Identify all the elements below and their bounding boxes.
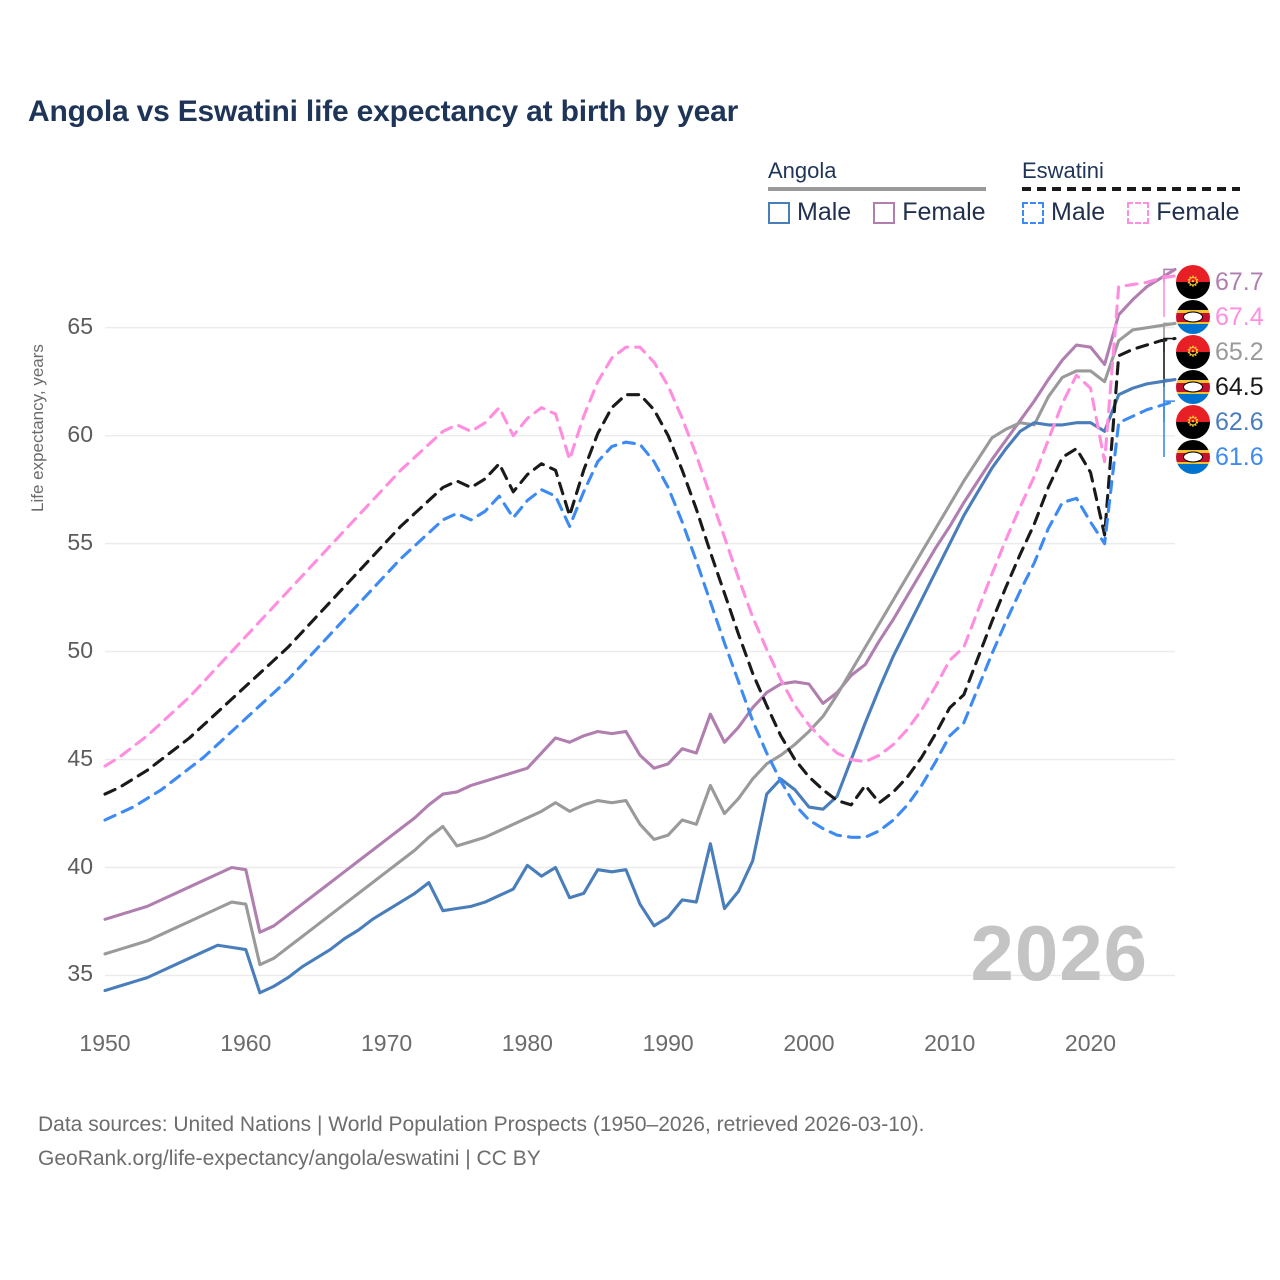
angola-flag-icon: ⚙ [1176,405,1210,439]
legend-swatch-icon [768,201,790,224]
x-axis-tick: 1970 [360,1030,413,1056]
eswatini-flag-icon [1176,370,1210,404]
end-label-value: 61.6 [1215,442,1264,471]
legend-rule-dashed [1022,187,1240,191]
x-axis-tick: 1950 [79,1030,131,1056]
y-axis-tick: 50 [67,636,93,663]
eswatini-flag-icon [1176,300,1210,334]
end-label-value: 67.7 [1215,267,1264,296]
legend-rule-solid [768,187,986,191]
legend-swatch-icon [873,201,896,224]
series-line [103,377,1177,995]
series-line [103,267,1177,934]
legend-group-title: Eswatini [1022,158,1104,183]
x-axis-tick: 2010 [924,1030,976,1056]
end-label-64-5: 64.5 [1176,370,1264,404]
end-label-67-7: ⚙ 67.7 [1176,265,1264,299]
x-axis-tick: 1990 [642,1030,694,1056]
legend-item-label: Female [902,198,986,226]
legend-group-eswatini: Eswatini Male Female [1022,158,1240,227]
legend-swatch-icon [1127,201,1150,224]
chart-legend: Angola Male Female Eswatini Male Female [0,158,1280,238]
end-label-value: 65.2 [1215,337,1264,366]
angola-flag-icon: ⚙ [1176,335,1210,369]
series-line [103,336,1177,807]
series-lines [103,267,1177,995]
legend-group-title: Angola [768,158,837,183]
footer: Data sources: United Nations | World Pop… [38,1108,924,1176]
series-line [103,274,1177,768]
end-label-61-6: 61.6 [1176,440,1264,474]
y-axis-tick: 45 [67,744,93,771]
legend-item-label: Male [1051,198,1106,226]
x-axis-tick: 1980 [501,1030,553,1056]
legend-item-eswatini-male[interactable]: Male [1022,198,1105,227]
x-axis-tick: 2000 [783,1030,835,1056]
y-axis-tick: 35 [67,960,93,987]
end-label-value: 62.6 [1215,407,1264,436]
label-connectors [1163,268,1175,457]
end-label-value: 64.5 [1215,372,1264,401]
label-connector [1163,337,1175,387]
footer-line-sources: Data sources: United Nations | World Pop… [38,1113,925,1136]
page-title: Angola vs Eswatini life expectancy at bi… [28,95,739,128]
label-connector [1163,275,1175,317]
y-axis-tick: 55 [67,528,93,555]
eswatini-flag-icon [1176,440,1210,474]
end-label-62-6: ⚙ 62.6 [1176,405,1264,439]
end-label-67-4: 67.4 [1176,300,1264,334]
legend-group-angola: Angola Male Female [768,158,986,227]
legend-item-eswatini-female[interactable]: Female [1127,198,1240,227]
legend-item-label: Male [797,198,852,226]
series-line [103,321,1177,967]
y-axis-tick: 40 [67,852,93,879]
watermark-year: 2026 [970,909,1148,997]
legend-item-angola-female[interactable]: Female [873,198,986,227]
y-axis-tick: 65 [67,312,93,339]
end-label-65-2: ⚙ 65.2 [1176,335,1264,369]
end-label-value: 67.4 [1215,302,1264,331]
legend-swatch-icon [1022,201,1044,224]
legend-item-angola-male[interactable]: Male [768,198,851,227]
x-axis-tick: 1960 [220,1030,272,1056]
label-connector [1163,400,1175,457]
footer-line-attribution: GeoRank.org/life-expectancy/angola/eswat… [38,1147,541,1171]
series-line [103,399,1177,839]
y-axis-tick: 60 [67,420,93,447]
angola-flag-icon: ⚙ [1176,265,1210,299]
x-axis-tick: 2020 [1064,1030,1117,1056]
legend-item-label: Female [1156,198,1240,226]
